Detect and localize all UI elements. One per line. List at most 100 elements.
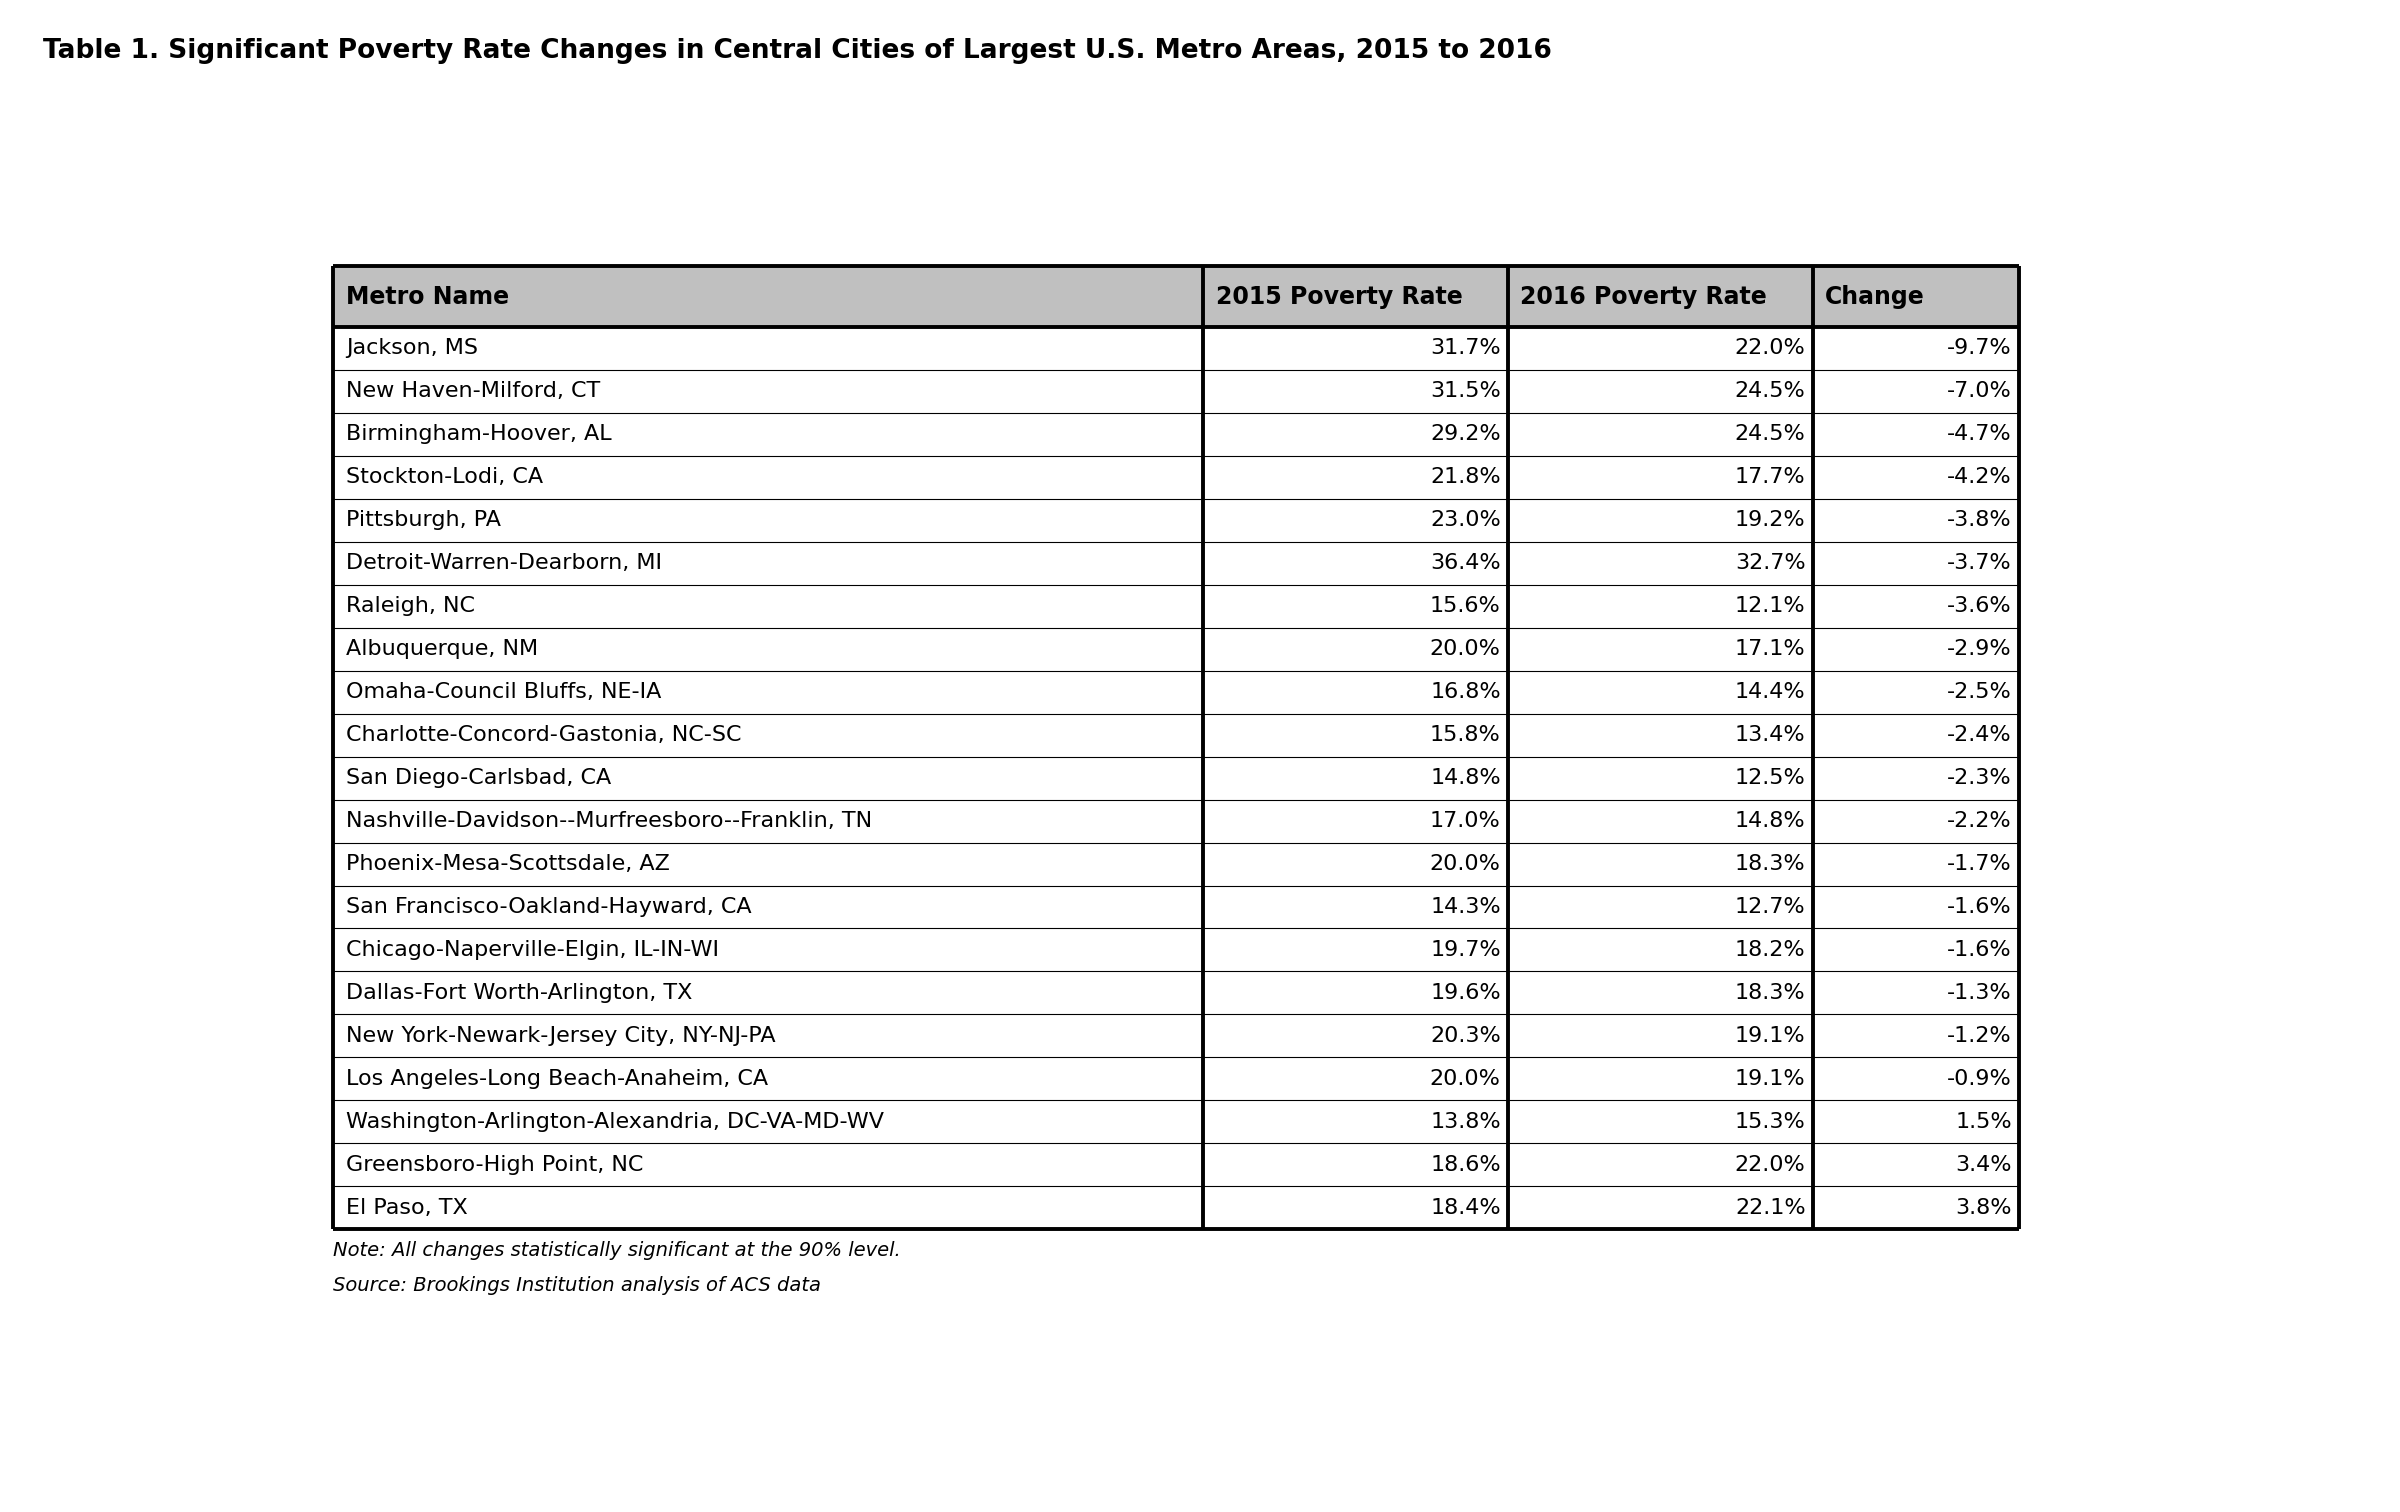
Text: 18.6%: 18.6% — [1430, 1155, 1500, 1175]
Text: -1.3%: -1.3% — [1946, 983, 2011, 1002]
Bar — [334, 842, 1202, 886]
Text: 31.5%: 31.5% — [1430, 381, 1500, 401]
Text: 18.2%: 18.2% — [1735, 940, 1805, 960]
Text: 22.0%: 22.0% — [1735, 1155, 1805, 1175]
Text: 17.1%: 17.1% — [1735, 640, 1805, 659]
Text: Washington-Arlington-Alexandria, DC-VA-MD-WV: Washington-Arlington-Alexandria, DC-VA-M… — [346, 1111, 883, 1132]
Text: 1.5%: 1.5% — [1956, 1111, 2011, 1132]
Text: 18.4%: 18.4% — [1430, 1198, 1500, 1217]
Bar — [1812, 1101, 2018, 1143]
Text: 24.5%: 24.5% — [1735, 381, 1805, 401]
Bar — [334, 413, 1202, 457]
Bar — [1202, 541, 1507, 585]
Text: Chicago-Naperville-Elgin, IL-IN-WI: Chicago-Naperville-Elgin, IL-IN-WI — [346, 940, 720, 960]
Text: -2.3%: -2.3% — [1946, 768, 2011, 788]
Bar — [1202, 671, 1507, 714]
Bar — [334, 585, 1202, 627]
Bar — [1812, 1187, 2018, 1229]
Text: Jackson, MS: Jackson, MS — [346, 339, 478, 358]
Bar — [334, 266, 1202, 327]
Text: 18.3%: 18.3% — [1735, 854, 1805, 874]
Text: 29.2%: 29.2% — [1430, 425, 1500, 445]
Bar — [334, 1101, 1202, 1143]
Text: New York-Newark-Jersey City, NY-NJ-PA: New York-Newark-Jersey City, NY-NJ-PA — [346, 1027, 775, 1046]
Bar — [1812, 370, 2018, 413]
Text: Los Angeles-Long Beach-Anaheim, CA: Los Angeles-Long Beach-Anaheim, CA — [346, 1069, 768, 1089]
Text: 24.5%: 24.5% — [1735, 425, 1805, 445]
Text: 2015 Poverty Rate: 2015 Poverty Rate — [1217, 284, 1462, 308]
Text: Nashville-Davidson--Murfreesboro--Franklin, TN: Nashville-Davidson--Murfreesboro--Frankl… — [346, 810, 871, 832]
Text: -1.2%: -1.2% — [1946, 1027, 2011, 1046]
Bar — [1812, 541, 2018, 585]
Text: Phoenix-Mesa-Scottsdale, AZ: Phoenix-Mesa-Scottsdale, AZ — [346, 854, 670, 874]
Text: Pittsburgh, PA: Pittsburgh, PA — [346, 511, 502, 531]
Text: 31.7%: 31.7% — [1430, 339, 1500, 358]
Text: 20.0%: 20.0% — [1430, 640, 1500, 659]
Bar — [1812, 756, 2018, 800]
Bar — [1812, 413, 2018, 457]
Text: 15.3%: 15.3% — [1735, 1111, 1805, 1132]
Text: 18.3%: 18.3% — [1735, 983, 1805, 1002]
Text: Source: Brookings Institution analysis of ACS data: Source: Brookings Institution analysis o… — [334, 1276, 821, 1294]
Bar — [334, 499, 1202, 541]
Text: 32.7%: 32.7% — [1735, 553, 1805, 573]
Bar — [1202, 499, 1507, 541]
Bar — [1507, 499, 1812, 541]
Text: 22.1%: 22.1% — [1735, 1198, 1805, 1217]
Bar — [1202, 457, 1507, 499]
Bar — [334, 627, 1202, 671]
Text: -3.8%: -3.8% — [1946, 511, 2011, 531]
Bar — [1507, 413, 1812, 457]
Text: -9.7%: -9.7% — [1946, 339, 2011, 358]
Bar — [334, 886, 1202, 928]
Bar — [1812, 886, 2018, 928]
Text: -2.4%: -2.4% — [1946, 726, 2011, 745]
Bar — [1507, 886, 1812, 928]
Bar — [1812, 1057, 2018, 1101]
Bar — [1507, 842, 1812, 886]
Bar — [1507, 1143, 1812, 1187]
Bar — [334, 671, 1202, 714]
Bar — [334, 1015, 1202, 1057]
Bar — [1812, 671, 2018, 714]
Bar — [1812, 714, 2018, 756]
Text: 15.8%: 15.8% — [1430, 726, 1500, 745]
Text: -1.6%: -1.6% — [1946, 940, 2011, 960]
Bar — [1202, 1101, 1507, 1143]
Bar — [1507, 457, 1812, 499]
Text: 17.0%: 17.0% — [1430, 810, 1500, 832]
Bar — [1507, 714, 1812, 756]
Text: Metro Name: Metro Name — [346, 284, 509, 308]
Text: Detroit-Warren-Dearborn, MI: Detroit-Warren-Dearborn, MI — [346, 553, 662, 573]
Bar — [334, 1187, 1202, 1229]
Text: 14.8%: 14.8% — [1735, 810, 1805, 832]
Text: San Diego-Carlsbad, CA: San Diego-Carlsbad, CA — [346, 768, 612, 788]
Text: 19.6%: 19.6% — [1430, 983, 1500, 1002]
Text: -2.9%: -2.9% — [1946, 640, 2011, 659]
Bar — [1507, 1015, 1812, 1057]
Text: 15.6%: 15.6% — [1430, 596, 1500, 617]
Bar — [1202, 1187, 1507, 1229]
Bar — [334, 327, 1202, 370]
Text: 12.7%: 12.7% — [1735, 897, 1805, 916]
Text: Change: Change — [1826, 284, 1925, 308]
Text: -2.5%: -2.5% — [1946, 682, 2011, 702]
Text: -2.2%: -2.2% — [1946, 810, 2011, 832]
Text: 19.1%: 19.1% — [1735, 1069, 1805, 1089]
Bar — [334, 800, 1202, 842]
Bar — [1202, 1143, 1507, 1187]
Bar — [1812, 266, 2018, 327]
Text: Raleigh, NC: Raleigh, NC — [346, 596, 475, 617]
Text: -4.7%: -4.7% — [1946, 425, 2011, 445]
Text: Birmingham-Hoover, AL: Birmingham-Hoover, AL — [346, 425, 612, 445]
Bar — [334, 541, 1202, 585]
Text: Note: All changes statistically significant at the 90% level.: Note: All changes statistically signific… — [334, 1241, 902, 1259]
Bar — [334, 1057, 1202, 1101]
Text: 14.8%: 14.8% — [1430, 768, 1500, 788]
Bar — [1202, 972, 1507, 1015]
Text: Stockton-Lodi, CA: Stockton-Lodi, CA — [346, 467, 542, 487]
Text: -7.0%: -7.0% — [1946, 381, 2011, 401]
Bar — [1812, 842, 2018, 886]
Text: 36.4%: 36.4% — [1430, 553, 1500, 573]
Bar — [1507, 671, 1812, 714]
